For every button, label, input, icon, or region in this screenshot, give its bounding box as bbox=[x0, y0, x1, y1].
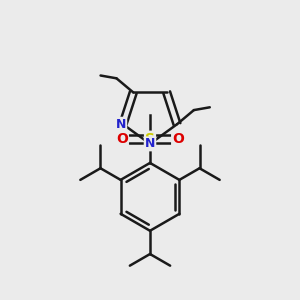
Text: S: S bbox=[145, 132, 155, 146]
Text: N: N bbox=[145, 137, 155, 150]
Text: O: O bbox=[172, 132, 184, 146]
Text: O: O bbox=[116, 132, 128, 146]
Text: N: N bbox=[116, 118, 126, 131]
